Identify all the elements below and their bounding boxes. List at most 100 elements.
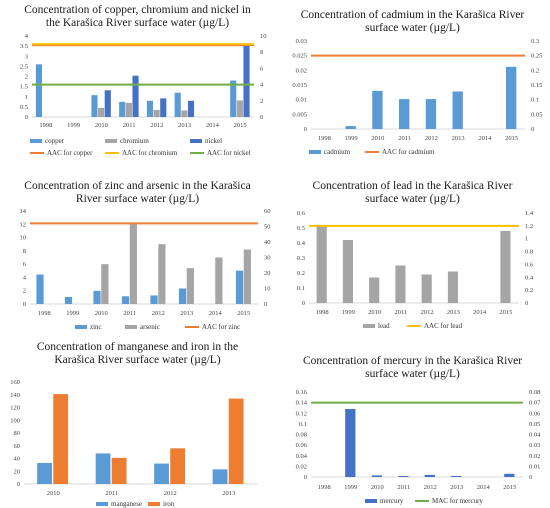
bar-mercury-2015 xyxy=(504,473,515,477)
bar-iron-2011 xyxy=(111,457,127,484)
bar-manganese-2012 xyxy=(154,463,169,484)
y-tick-label-left: 0 xyxy=(17,481,20,488)
y-tick-label-left: 6 xyxy=(23,261,27,268)
chart-title-line-1: Concentration of manganese and iron in t… xyxy=(36,341,239,353)
y-tick-label-left: 0.2 xyxy=(297,270,305,277)
legend-item-cadmium: cadmium xyxy=(309,148,350,156)
x-tick-label: 2015 xyxy=(505,135,518,142)
legend-item-aac-for-cadmium: AAC for cadmium xyxy=(365,148,435,156)
y-tick-label-left: 0.04 xyxy=(296,453,308,460)
x-tick-label: 2012 xyxy=(421,309,434,316)
y-tick-label-left: 0.6 xyxy=(297,210,306,217)
x-tick-label: 2011 xyxy=(398,135,411,142)
legend-swatch xyxy=(30,139,42,144)
y-tick-label-left: 80 xyxy=(14,430,21,437)
x-tick-label: 1999 xyxy=(345,135,358,142)
chart-legend: zinc arsenic AAC for zinc xyxy=(0,175,275,331)
bar-arsenic-2011 xyxy=(129,222,137,304)
y-tick-label-right: 10 xyxy=(260,33,267,40)
x-tick-label: 2015 xyxy=(234,122,247,129)
bar-cadmium-2012 xyxy=(425,99,437,129)
chart-plot: 0 0.005 0.01 0.015 0.02 0.025 0.03 0 0.05 0.1 0.15… xyxy=(292,38,542,142)
chart-legend: copper chromium nickel AAC for copper AAC fo… xyxy=(0,0,275,165)
x-tick-label: 1999 xyxy=(342,309,355,316)
chart-panel-mn-fe: Concentration of manganese and iron in t… xyxy=(0,337,275,508)
y-tick-label-right: 0.05 xyxy=(531,111,542,118)
chart-title-line-2: surface water (µg/L) xyxy=(365,368,460,380)
legend-item-aac-for-nickel: AAC for nickel xyxy=(190,149,251,157)
chart-plot: 0 20 40 60 80 100 120 140 160 2010 2011 2012 2013 xyxy=(10,379,258,497)
legend-item-aac-for-zinc: AAC for zinc xyxy=(185,323,240,331)
x-tick-label: 2010 xyxy=(371,484,384,491)
legend-label: copper xyxy=(45,137,65,145)
bar-mercury-1999 xyxy=(345,409,356,477)
bar-zinc-1999 xyxy=(64,297,73,304)
legend-item-lead: lead xyxy=(363,322,390,330)
legend-item-zinc: zinc xyxy=(75,323,102,331)
bar-mercury-2012 xyxy=(424,474,435,478)
y-tick-label-right: 0.03 xyxy=(529,442,540,449)
y-tick-label-left: 10 xyxy=(20,235,27,242)
legend-item-aac-for-copper: AAC for copper xyxy=(30,149,93,157)
legend-item-mac-for-mercury: MAC for mercury xyxy=(415,497,483,505)
bar-lead-2011 xyxy=(395,265,406,303)
y-tick-label-left: 0.005 xyxy=(292,111,307,118)
y-tick-label-left: 0 xyxy=(25,114,28,121)
y-tick-label-left: 40 xyxy=(14,456,21,463)
y-tick-label-left: 0.16 xyxy=(296,389,308,396)
chart-title: Concentration of cadmium in the Karašica… xyxy=(275,9,550,35)
x-tick-label: 2012 xyxy=(150,122,163,129)
chart-title-line-2: Karašica River surface water (µg/L) xyxy=(54,354,221,366)
chart-plot: 0 0.1 0.2 0.3 0.4 0.5 0.6 0 0.2 0.4 0.6 0.8 1 1.2 1.4 1… xyxy=(297,210,534,316)
y-tick-label-right: 30 xyxy=(264,255,271,262)
y-tick-label-right: 0 xyxy=(525,300,528,307)
bar-nickel-2011 xyxy=(132,75,139,117)
x-tick-label: 2011 xyxy=(397,484,410,491)
legend-swatch xyxy=(365,499,377,504)
y-tick-label-left: 0.03 xyxy=(296,38,307,45)
legend-swatch xyxy=(185,326,199,329)
bar-arsenic-2010 xyxy=(101,264,109,304)
legend-label: arsenic xyxy=(140,323,160,331)
bar-mercury-2013 xyxy=(451,475,462,477)
y-tick-label-right: 40 xyxy=(264,239,271,246)
bar-copper-2010 xyxy=(91,95,98,117)
x-tick-label: 2013 xyxy=(178,122,191,129)
y-tick-label-right: 1.2 xyxy=(525,223,533,230)
y-tick-label-right: 60 xyxy=(264,208,271,215)
chart-title-line-2: River surface water (µg/L) xyxy=(75,193,200,205)
y-tick-label-right: 4 xyxy=(260,82,264,89)
legend-swatch xyxy=(148,502,160,507)
chart-title-line-2: surface water (µg/L) xyxy=(365,193,460,205)
y-tick-label-right: 8 xyxy=(260,49,263,56)
x-tick-label: 2011 xyxy=(123,310,136,317)
x-tick-label: 2013 xyxy=(222,490,235,497)
legend-label: nickel xyxy=(205,137,223,145)
legend-item-nickel: nickel xyxy=(190,137,222,145)
y-tick-label-left: 3 xyxy=(25,53,28,60)
y-tick-label-right: 2 xyxy=(260,98,263,105)
y-tick-label-right: 20 xyxy=(264,270,271,277)
chart-title: Concentration of manganese and iron in t… xyxy=(0,341,275,367)
y-tick-label-left: 0 xyxy=(302,300,305,307)
bar-iron-2010 xyxy=(53,394,69,484)
x-tick-label: 2015 xyxy=(237,310,250,317)
y-tick-label-left: 1.5 xyxy=(20,84,28,91)
y-tick-label-left: 8 xyxy=(23,248,26,255)
y-tick-label-right: 0.1 xyxy=(531,97,539,104)
bar-copper-1998 xyxy=(35,64,43,117)
y-tick-label-left: 0.025 xyxy=(292,53,307,60)
bar-iron-2012 xyxy=(170,448,186,484)
chart-panel-pb: Concentration of lead in the Karašica Ri… xyxy=(275,175,550,330)
chart-title-line-2: the Karašica River surface water (µg/L) xyxy=(45,17,230,29)
x-tick-label: 1998 xyxy=(318,484,331,491)
y-tick-label-right: 0.2 xyxy=(525,287,533,294)
y-tick-label-left: 0.3 xyxy=(297,255,305,262)
x-tick-label: 2010 xyxy=(95,122,108,129)
bar-manganese-2010 xyxy=(37,462,52,484)
y-tick-label-right: 0.04 xyxy=(529,432,541,439)
bar-copper-2012 xyxy=(146,100,154,117)
chart-panel-hg: Concentration of mercury in the Karašica… xyxy=(275,337,550,505)
y-tick-label-left: 4 xyxy=(25,33,29,40)
x-tick-label: 2013 xyxy=(180,310,193,317)
